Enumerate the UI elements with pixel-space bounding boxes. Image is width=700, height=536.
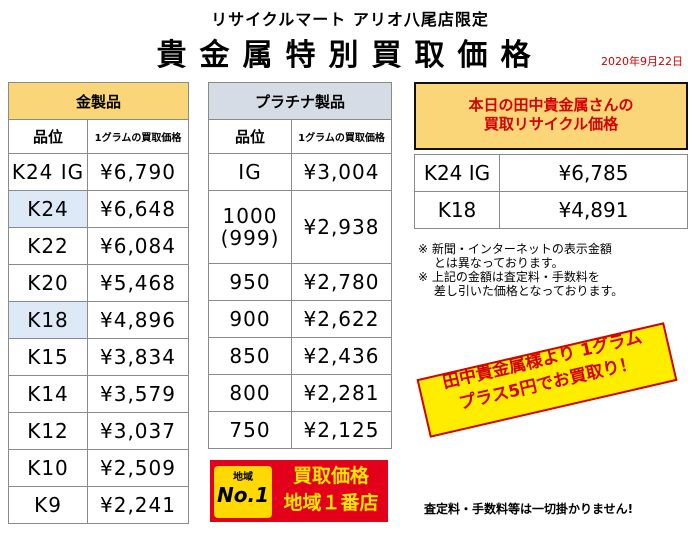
grade-cell: K18 — [8, 301, 88, 339]
table-row: K15 ¥3,834 — [8, 338, 189, 376]
table-row: 950 ¥2,780 — [208, 263, 392, 301]
table-row: IG ¥3,004 — [208, 153, 392, 191]
table-row: K20 ¥5,468 — [8, 264, 189, 302]
gold-table-title: 金製品 — [8, 82, 189, 120]
price-cell: ¥2,281 — [291, 374, 392, 412]
note-line: 差し引いた価格となっております。 — [418, 284, 624, 298]
note-line: ※ 上記の金額は査定料・手数料を — [418, 270, 600, 284]
footer-note: 査定料・手数料等は一切掛かりません! — [424, 502, 634, 516]
table-row: K18 ¥4,896 — [8, 301, 189, 339]
price-cell: ¥2,622 — [291, 300, 392, 338]
price-cell: ¥3,037 — [87, 412, 189, 450]
table-row: K14 ¥3,579 — [8, 375, 189, 413]
badge-no1: No.1 — [217, 483, 269, 507]
table-row: K24 IG ¥6,785 — [414, 154, 688, 192]
table-row: K24 IG ¥6,790 — [8, 153, 189, 191]
grade-cell: 1000 (999) — [208, 190, 292, 264]
price-cell: ¥4,891 — [499, 191, 688, 229]
note-line: とは異なっております。 — [418, 256, 564, 270]
table-row: 800 ¥2,281 — [208, 374, 392, 412]
table-row: K10 ¥2,509 — [8, 449, 189, 487]
table-row: K12 ¥3,037 — [8, 412, 189, 450]
badge-text: 買取価格 地域１番店 — [276, 463, 386, 517]
badge-region: 地域 — [233, 472, 253, 483]
price-cell: ¥3,579 — [87, 375, 189, 413]
grade-cell: K15 — [8, 338, 88, 376]
price-cell: ¥2,241 — [87, 486, 189, 524]
table-row: 1000 (999) ¥2,938 — [208, 190, 392, 264]
price-cell: ¥4,896 — [87, 301, 189, 339]
price-cell: ¥6,785 — [499, 154, 688, 192]
grade-cell: K24 IG — [414, 154, 500, 192]
grade-cell: 850 — [208, 337, 292, 375]
platinum-col-price: 1グラムの買取価格 — [291, 119, 392, 154]
notes: ※ 新聞・インターネットの表示金額 とは異なっております。 ※ 上記の金額は査定… — [418, 242, 623, 298]
shop-name: リサイクルマート アリオ八尾店限定 — [211, 10, 489, 29]
grade-cell: 750 — [208, 411, 292, 449]
grade-cell: K14 — [8, 375, 88, 413]
price-cell: ¥2,780 — [291, 263, 392, 301]
table-row: K9 ¥2,241 — [8, 486, 189, 524]
grade-cell: K9 — [8, 486, 88, 524]
grade-cell: IG — [208, 153, 292, 191]
date-label: 2020年9月22日 — [601, 55, 683, 68]
gold-col-grade: 品位 — [8, 119, 88, 154]
price-cell: ¥2,938 — [291, 190, 392, 264]
tanaka-header-line-2: 買取リサイクル価格 — [483, 115, 619, 133]
platinum-price-table: プラチナ製品 品位 1グラムの買取価格 IG ¥3,004 1000 (999) ¥… — [208, 82, 392, 449]
grade-cell: 800 — [208, 374, 292, 412]
grade-line-2: (999) — [220, 226, 280, 250]
grade-cell: 900 — [208, 300, 292, 338]
no1-badge: 地域 No.1 買取価格 地域１番店 — [210, 460, 388, 522]
price-cell: ¥6,790 — [87, 153, 189, 191]
grade-cell: K22 — [8, 227, 88, 265]
gold-col-price: 1グラムの買取価格 — [87, 119, 189, 154]
note-line: ※ 新聞・インターネットの表示金額 — [418, 242, 612, 256]
price-cell: ¥3,834 — [87, 338, 189, 376]
grade-cell: 950 — [208, 263, 292, 301]
price-cell: ¥2,125 — [291, 411, 392, 449]
grade-cell: K18 — [414, 191, 500, 229]
badge-line-1: 買取価格 — [292, 465, 369, 487]
table-row: K18 ¥4,891 — [414, 191, 688, 229]
price-cell: ¥5,468 — [87, 264, 189, 302]
grade-cell: K24 IG — [8, 153, 88, 191]
no1-medal: 地域 No.1 — [214, 466, 272, 518]
tanaka-price-header: 本日の田中貴金属さんの 買取リサイクル価格 — [414, 82, 688, 150]
platinum-col-grade: 品位 — [208, 119, 292, 154]
price-cell: ¥2,436 — [291, 337, 392, 375]
price-cell: ¥6,648 — [87, 190, 189, 228]
grade-cell: K24 — [8, 190, 88, 228]
platinum-table-title: プラチナ製品 — [208, 82, 392, 120]
price-cell: ¥6,084 — [87, 227, 189, 265]
tanaka-price-table: K24 IG ¥6,785 K18 ¥4,891 — [414, 154, 688, 229]
table-row: K22 ¥6,084 — [8, 227, 189, 265]
badge-line-2: 地域１番店 — [283, 492, 379, 514]
price-cell: ¥2,509 — [87, 449, 189, 487]
page-title: 貴金属特別買取価格 — [156, 38, 544, 73]
table-row: 850 ¥2,436 — [208, 337, 392, 375]
table-row: 750 ¥2,125 — [208, 411, 392, 449]
grade-line-1: 1000 — [222, 204, 278, 228]
table-row: 900 ¥2,622 — [208, 300, 392, 338]
price-cell: ¥3,004 — [291, 153, 392, 191]
tanaka-header-line-1: 本日の田中貴金属さんの — [468, 96, 634, 114]
table-row: K24 ¥6,648 — [8, 190, 189, 228]
gold-price-table: 金製品 品位 1グラムの買取価格 K24 IG ¥6,790 K24 ¥6,648 … — [8, 82, 189, 524]
grade-cell: K20 — [8, 264, 88, 302]
grade-cell: K10 — [8, 449, 88, 487]
grade-cell: K12 — [8, 412, 88, 450]
